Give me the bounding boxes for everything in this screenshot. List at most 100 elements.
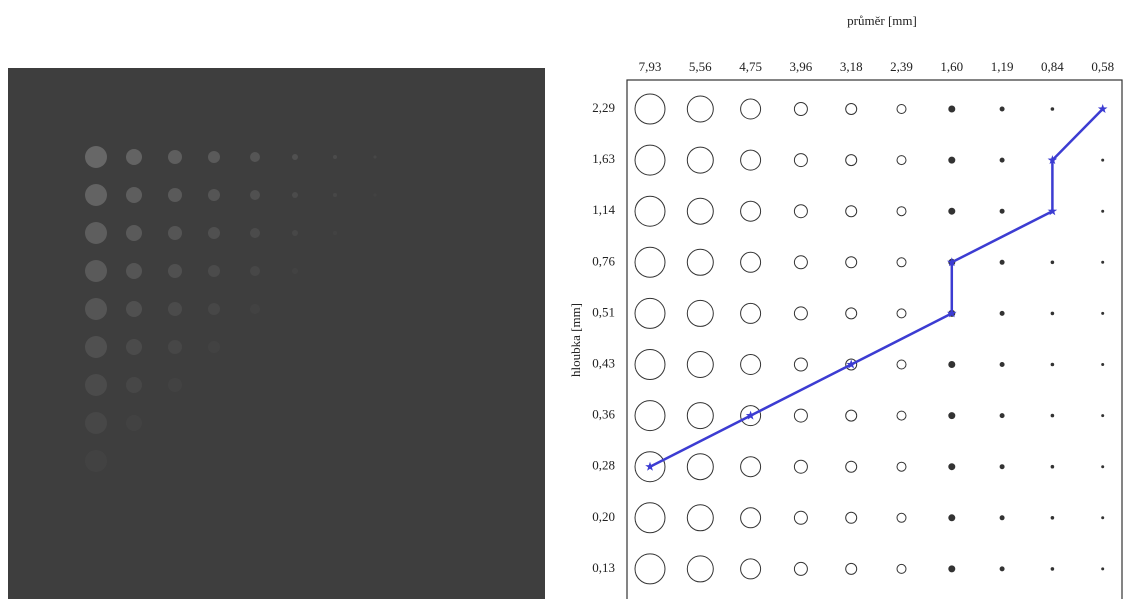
threshold-marker [1097, 104, 1108, 113]
detail-disc [740, 251, 762, 273]
xray-dot [85, 222, 107, 244]
x-tick-label: 0,84 [1041, 59, 1064, 74]
detail-disc [793, 255, 808, 270]
xray-dot [126, 339, 142, 355]
detail-disc [845, 205, 858, 218]
detail-disc [999, 566, 1005, 572]
xray-dot [85, 260, 107, 282]
detail-disc [896, 257, 907, 268]
xray-dot [208, 341, 220, 353]
detail-disc [740, 200, 762, 222]
plot-frame [626, 79, 1123, 604]
xray-dot [126, 377, 142, 393]
xray-dot [373, 193, 377, 197]
xray-dot [126, 263, 142, 279]
xray-dot [250, 304, 260, 314]
xray-dot [85, 298, 107, 320]
detail-disc [948, 463, 956, 471]
detail-disc [793, 561, 808, 576]
detail-disc [896, 410, 907, 421]
detail-disc [686, 555, 714, 583]
xray-dot [333, 155, 337, 159]
detail-disc [999, 310, 1005, 316]
threshold-marker [947, 257, 957, 267]
detail-disc [845, 409, 858, 422]
threshold-marker [1047, 155, 1058, 165]
detail-disc [1050, 567, 1055, 571]
detail-disc [740, 98, 762, 120]
y-tick-label: 0,20 [592, 509, 615, 524]
detail-disc [1050, 516, 1055, 520]
detail-disc [999, 157, 1005, 163]
threshold-marker [745, 410, 756, 420]
xray-dot [292, 230, 298, 236]
detail-disc [686, 248, 714, 276]
detail-disc [948, 412, 956, 420]
xray-dot [208, 265, 220, 277]
detail-disc [999, 464, 1005, 470]
detail-disc [896, 206, 907, 217]
detail-disc [896, 512, 907, 523]
threshold-marker [947, 308, 957, 318]
detail-disc [845, 256, 858, 269]
detail-disc [999, 515, 1005, 521]
detail-disc [845, 358, 858, 371]
detail-disc [1101, 414, 1105, 418]
xray-dot [208, 227, 220, 239]
xray-dot [292, 192, 298, 198]
detail-disc [896, 104, 907, 114]
x-tick-label: 7,93 [639, 59, 662, 74]
detail-disc [999, 362, 1005, 367]
detail-disc [948, 361, 956, 368]
xray-dot [250, 266, 260, 276]
xray-dot [85, 450, 107, 472]
threshold-marker [846, 359, 856, 369]
detail-disc [1101, 516, 1105, 520]
xray-dot [333, 193, 337, 197]
detail-disc [740, 507, 762, 529]
detail-disc [1050, 413, 1055, 418]
detail-disc [948, 565, 956, 573]
detail-disc [845, 562, 858, 575]
y-tick-label: 1,63 [592, 151, 615, 166]
detail-disc [740, 456, 762, 478]
xray-dots [85, 146, 377, 472]
detail-disc [1050, 311, 1055, 316]
detail-disc [999, 259, 1005, 265]
xray-dot [250, 190, 260, 200]
detail-disc [634, 349, 666, 380]
y-tick-label: 0,28 [592, 458, 615, 473]
detail-disc [1101, 158, 1105, 162]
x-tick-label: 5,56 [689, 59, 712, 74]
detail-disc [1101, 260, 1105, 264]
x-tick-label: 3,18 [840, 59, 863, 74]
detail-disc [948, 207, 956, 215]
y-tick-label: 0,76 [592, 253, 615, 268]
xray-dot [168, 226, 182, 240]
detail-disc [1101, 311, 1105, 315]
xray-dot [85, 374, 107, 396]
detail-disc [686, 453, 714, 481]
detail-disc [1050, 260, 1055, 265]
y-tick-label: 2,29 [592, 100, 615, 115]
xray-dot [292, 268, 298, 274]
detail-disc [634, 297, 666, 329]
detail-disc [634, 246, 666, 278]
xray-dot [85, 412, 107, 434]
x-tick-label: 3,96 [790, 59, 813, 74]
detail-disc [793, 153, 808, 168]
x-tick-label: 0,58 [1091, 59, 1114, 74]
threshold-line [649, 108, 1104, 468]
xray-dot [168, 302, 182, 316]
detail-disc [845, 103, 858, 115]
detail-disc [740, 302, 762, 324]
xray-image [8, 68, 545, 599]
y-tick-label: 0,51 [592, 304, 615, 319]
y-tick-label: 0,43 [592, 355, 615, 370]
xray-dot [85, 336, 107, 358]
xray-dot [168, 150, 182, 164]
xray-dot [168, 264, 182, 278]
detail-disc [793, 204, 808, 219]
detail-disc [1050, 362, 1055, 367]
